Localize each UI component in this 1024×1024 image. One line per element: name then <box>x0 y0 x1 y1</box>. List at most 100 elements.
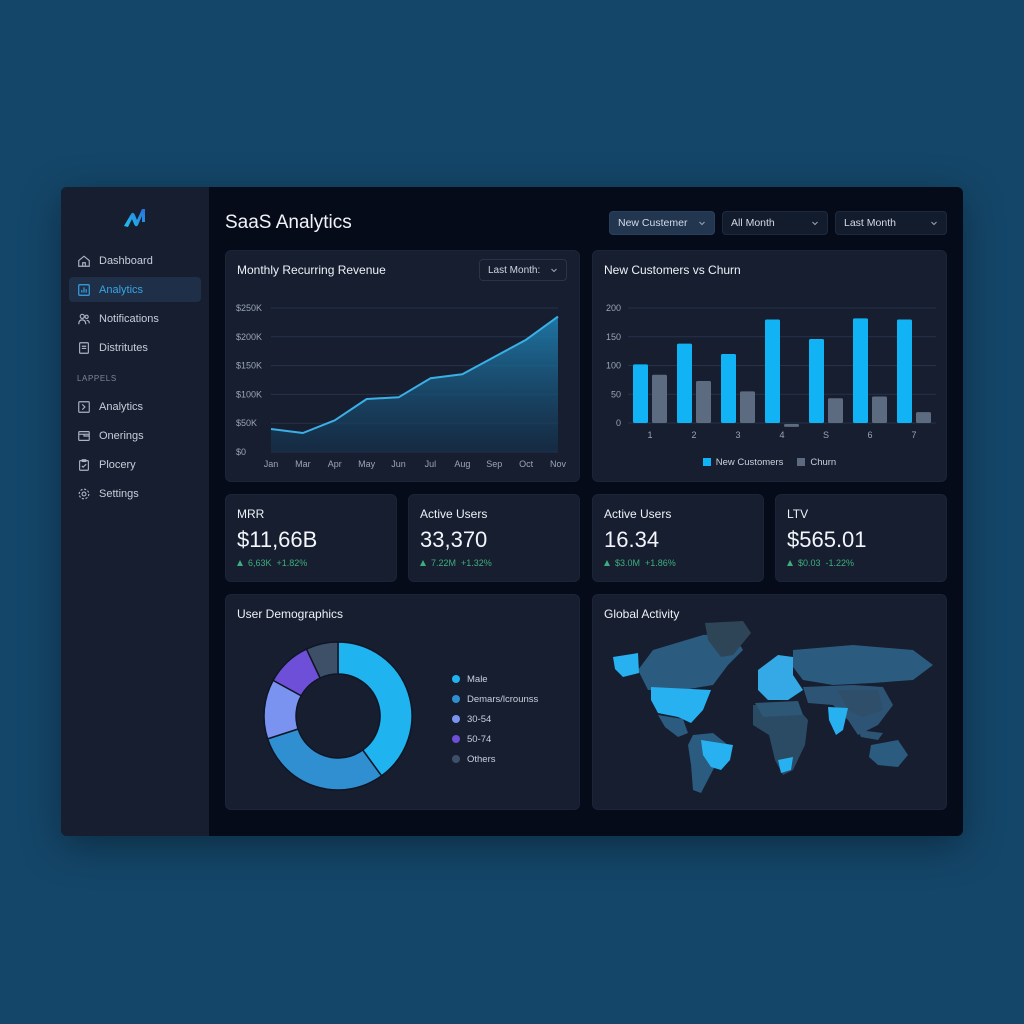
kpi-delta: 7.22M +1.32% <box>420 558 492 568</box>
select-value: Last Month <box>844 217 896 229</box>
kpi-label: MRR <box>237 507 265 521</box>
bar-new-customers <box>721 354 736 423</box>
range-filter-select[interactable]: Last Month <box>835 211 947 235</box>
select-value: New Custemer <box>618 217 688 229</box>
sidebar-item-analytics-secondary[interactable]: Analytics <box>69 394 201 419</box>
sidebar-item-label: Analytics <box>99 283 144 296</box>
bar-churn <box>916 412 931 423</box>
svg-text:Apr: Apr <box>328 459 342 469</box>
map-region-north-africa <box>755 701 803 717</box>
donut-slice <box>305 641 339 679</box>
sidebar-item-label: Plocery <box>99 458 136 471</box>
sidebar: Dashboard Analytics Notifications Distri… <box>61 187 209 836</box>
main-content: SaaS Analytics New Custemer All Month La… <box>209 187 963 836</box>
customer-filter-select[interactable]: New Custemer <box>609 211 715 235</box>
demographics-donut-chart[interactable] <box>226 595 426 811</box>
map-region-indonesia <box>858 730 883 740</box>
sidebar-item-plocery[interactable]: Plocery <box>69 452 201 477</box>
trend-up-icon <box>237 560 243 566</box>
donut-slice <box>266 728 383 791</box>
kpi-label: LTV <box>787 507 809 521</box>
sidebar-item-onerings[interactable]: Onerings <box>69 423 201 448</box>
card-title: User Demographics <box>237 607 344 621</box>
sidebar-item-label: Notifications <box>99 312 159 325</box>
svg-text:Jul: Jul <box>425 459 437 469</box>
legend-dot <box>452 735 460 743</box>
kpi-label: Active Users <box>604 507 672 521</box>
kpi-value: $565.01 <box>787 527 867 552</box>
map-region-russia <box>793 645 933 685</box>
svg-text:2: 2 <box>691 430 696 440</box>
users-icon <box>78 313 90 324</box>
svg-text:0: 0 <box>616 418 621 428</box>
legend-dot <box>452 715 460 723</box>
sidebar-item-distritutes[interactable]: Distritutes <box>69 335 201 360</box>
sidebar-item-notifications[interactable]: Notifications <box>69 306 201 331</box>
brand-logo-icon[interactable] <box>121 204 149 232</box>
bar-chart-legend: New Customers Churn <box>593 457 946 468</box>
map-region-greenland <box>705 621 751 657</box>
legend-item-new-customers: New Customers <box>702 457 783 468</box>
map-region-usa <box>651 687 711 723</box>
legend-item: 30-54 <box>452 709 538 729</box>
map-region-brazil <box>701 740 733 770</box>
bar-new-customers <box>677 343 692 423</box>
filter-bar: New Custemer All Month Last Month <box>609 211 947 235</box>
mrr-line-chart[interactable]: $0 $50K $100K $150K $200K $250K Jan Mar Apr May Ju… <box>226 251 581 483</box>
app-window: Dashboard Analytics Notifications Distri… <box>61 187 963 836</box>
chevron-down-icon <box>551 268 557 273</box>
map-region-australia <box>869 740 908 767</box>
svg-text:Nov: Nov <box>550 459 567 469</box>
svg-text:Sep: Sep <box>486 459 502 469</box>
world-map[interactable] <box>593 595 948 811</box>
bar-churn <box>652 374 667 423</box>
legend-dot <box>452 695 460 703</box>
legend-item: Others <box>452 749 538 769</box>
legend-item-churn: Churn <box>797 457 836 468</box>
bar-churn <box>872 396 887 423</box>
bar-churn <box>828 398 843 423</box>
customers-churn-chart-card: New Customers vs Churn 0 50 100 150 200 1 2 3 4 S… <box>592 250 947 482</box>
svg-text:7: 7 <box>911 430 916 440</box>
sidebar-item-label: Settings <box>99 487 139 500</box>
sidebar-item-label: Onerings <box>99 429 144 442</box>
svg-text:3: 3 <box>735 430 740 440</box>
svg-text:4: 4 <box>779 430 784 440</box>
kpi-card-mrr[interactable]: MRR $11,66B 6,63K +1.82% <box>225 494 397 582</box>
kpi-delta: $0.03 -1.22% <box>787 558 854 568</box>
mrr-chart-card: Monthly Recurring Revenue Last Month: $0… <box>225 250 580 482</box>
bar-chart-icon <box>78 283 90 296</box>
customers-churn-bar-chart[interactable]: 0 50 100 150 200 1 2 3 4 S 6 7 <box>593 251 948 451</box>
sidebar-item-analytics[interactable]: Analytics <box>69 277 201 302</box>
svg-text:6: 6 <box>867 430 872 440</box>
svg-text:$50K: $50K <box>236 418 257 428</box>
svg-text:50: 50 <box>611 389 621 399</box>
sidebar-item-label: Analytics <box>99 400 144 413</box>
bar-new-customers <box>853 318 868 423</box>
sidebar-item-settings[interactable]: Settings <box>69 481 201 506</box>
trend-up-icon <box>420 560 426 566</box>
bar-new-customers <box>897 319 912 423</box>
kpi-label: Active Users <box>420 507 488 521</box>
map-region-china <box>838 690 883 717</box>
terminal-icon <box>78 400 90 413</box>
svg-text:150: 150 <box>606 332 621 342</box>
kpi-card-active-users[interactable]: Active Users 33,370 7.22M +1.32% <box>408 494 580 582</box>
gear-icon <box>78 488 90 499</box>
period-filter-select[interactable]: All Month <box>722 211 828 235</box>
select-value: Last Month: <box>488 264 541 276</box>
sidebar-item-dashboard[interactable]: Dashboard <box>69 248 201 273</box>
kpi-card-active-users-2[interactable]: Active Users 16.34 $3.0M +1.86% <box>592 494 764 582</box>
legend-dot <box>452 755 460 763</box>
kpi-card-ltv[interactable]: LTV $565.01 $0.03 -1.22% <box>775 494 947 582</box>
chevron-down-icon <box>699 221 705 226</box>
mrr-range-select[interactable]: Last Month: <box>479 259 567 281</box>
svg-text:$100K: $100K <box>236 389 262 399</box>
card-title: Global Activity <box>604 607 680 621</box>
global-activity-card: Global Activity <box>592 594 947 810</box>
trend-up-icon <box>787 560 793 566</box>
kpi-delta: 6,63K +1.82% <box>237 558 307 568</box>
trend-up-icon <box>604 560 610 566</box>
donut-slice <box>337 641 413 777</box>
bar-churn <box>696 381 711 423</box>
